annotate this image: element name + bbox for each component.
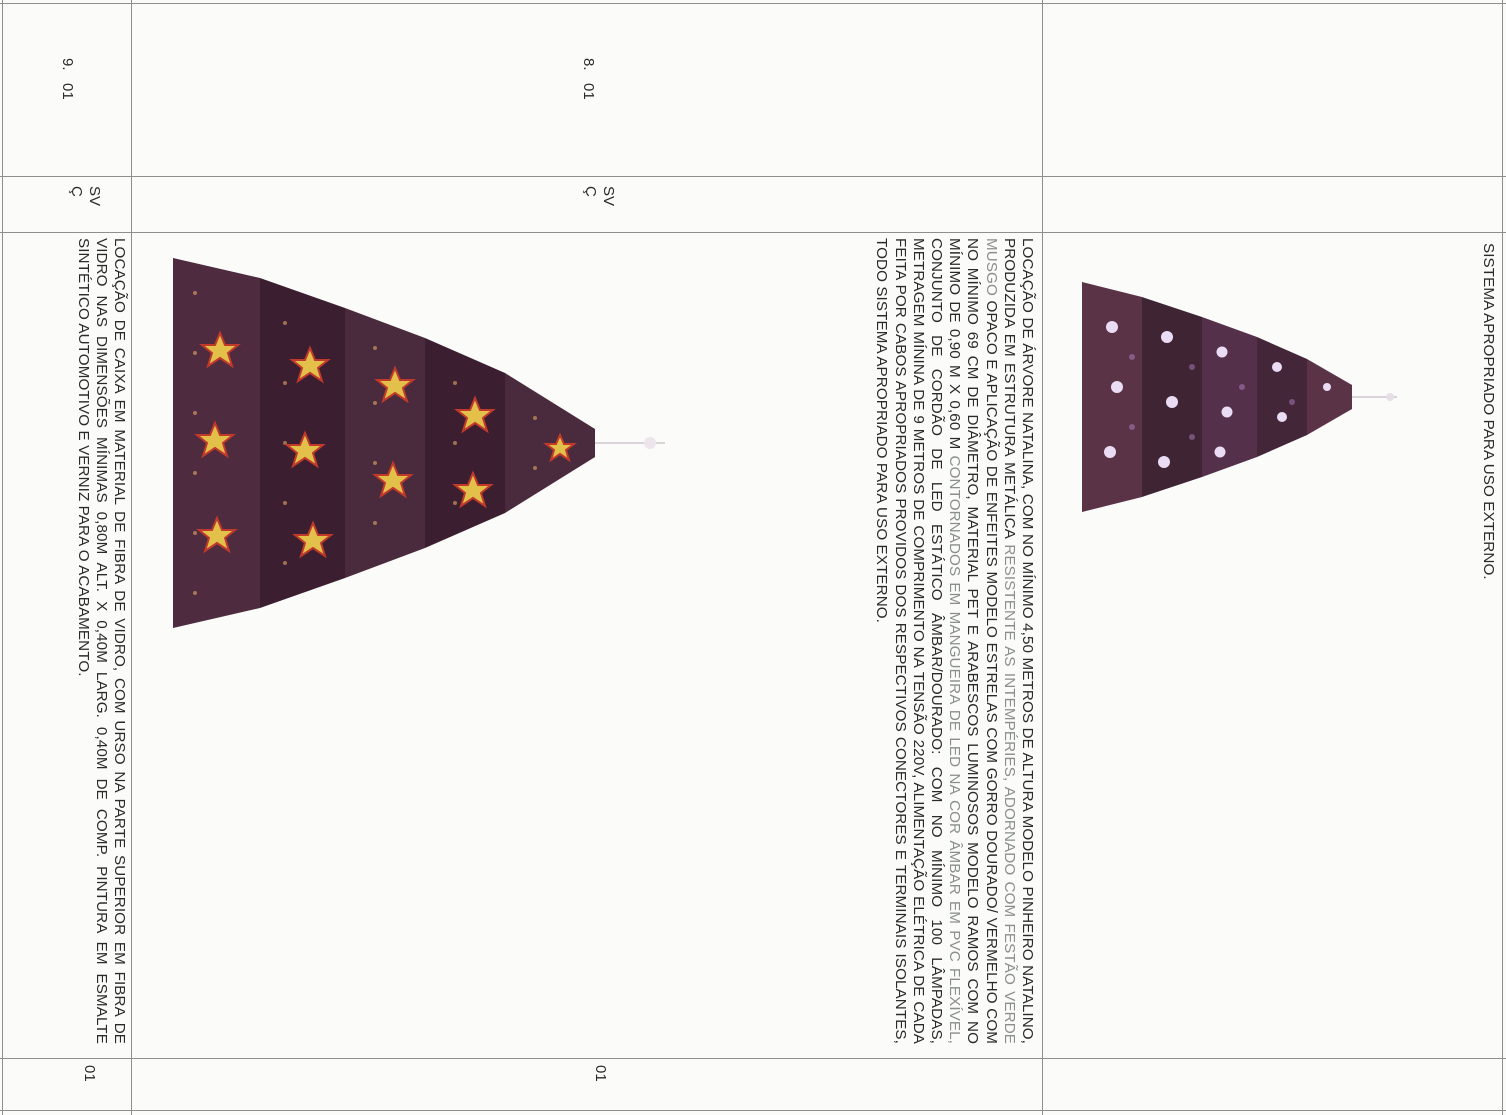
row9-quantity: 01 <box>81 1065 98 1082</box>
grid-line-row9-row8 <box>131 0 133 1115</box>
row8-description-text: LOCAÇÃO DE ÁRVORE NATALINA, COM NO MÍNIM… <box>872 238 1036 1044</box>
row9-unit-cell: SV Ç <box>67 186 103 226</box>
row8-quantity: 01 <box>592 1065 609 1082</box>
grid-line-qty-top <box>0 1058 1506 1060</box>
row9-item-code: 01 <box>59 83 76 100</box>
row9-description-text: LOCAÇÃO DE CAIXA EM MATERIAL DE FIBRA DE… <box>74 238 128 1044</box>
grid-line-right <box>1502 0 1504 1115</box>
row8-unit-cell: SV Ç <box>581 186 617 226</box>
grid-line-desc-top <box>0 232 1506 234</box>
row9-unit-line2: Ç <box>68 186 85 197</box>
row8-unit-line2: Ç <box>582 186 599 197</box>
top-row-description: SISTEMA APROPRIADO PARA USO EXTERNO. <box>1479 243 1497 803</box>
grid-line-unit-top <box>0 176 1506 178</box>
row9-unit-line1: SV <box>86 186 103 207</box>
row9-description: LOCAÇÃO DE CAIXA EM MATERIAL DE FIBRA DE… <box>73 238 128 1044</box>
grid-line-left <box>2 0 4 1115</box>
grid-line-row8-top-row <box>1042 0 1044 1115</box>
tree-image-small <box>1082 282 1397 512</box>
row8-item-code: 01 <box>580 83 597 100</box>
row8-description: LOCAÇÃO DE ÁRVORE NATALINA, COM NO MÍNIM… <box>872 238 1036 1044</box>
grid-line-bottom <box>0 1110 1506 1112</box>
row8-desc-part-5: CONJUNTO DE CORDÃO DE LED ESTÁTICO ÂMBAR… <box>873 238 945 1044</box>
row8-item-cell: 8. 01 <box>579 58 597 158</box>
row9-item-cell: 9. 01 <box>58 58 76 158</box>
row8-item-number: 8. <box>580 58 597 71</box>
row8-desc-part-4: CONTORNADOS EM MANGUEIRA DE LED NA COR Â… <box>946 455 964 1044</box>
top-row-description-text: SISTEMA APROPRIADO PARA USO EXTERNO. <box>1480 243 1497 580</box>
row8-unit-line1: SV <box>600 186 617 207</box>
row9-item-number: 9. <box>59 58 76 71</box>
grid-line-top <box>0 3 1506 5</box>
tree-image-large <box>173 258 665 628</box>
